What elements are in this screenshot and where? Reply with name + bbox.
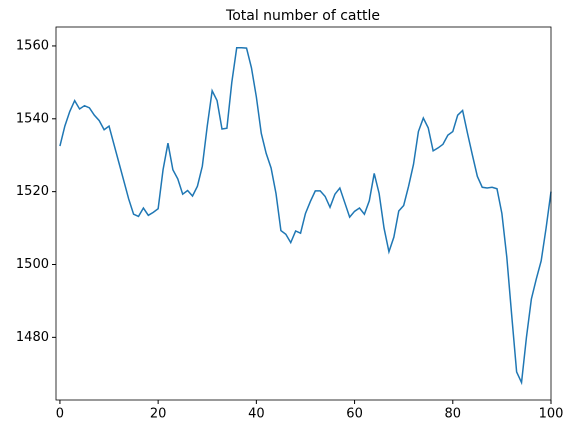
y-tick-label: 1560 (16, 38, 49, 53)
y-tick-label: 1520 (16, 184, 49, 199)
line-series (59, 47, 552, 386)
x-tick-label: 80 (445, 407, 462, 422)
y-tick-label: 1540 (16, 111, 49, 126)
x-tick-label: 20 (150, 407, 167, 422)
x-tick-label: 60 (346, 407, 363, 422)
x-tick-label: 100 (539, 407, 564, 422)
chart-title: Total number of cattle (225, 8, 380, 24)
y-tick-label: 1500 (16, 257, 49, 272)
x-tick-label: 40 (248, 407, 265, 422)
axes-frame (55, 26, 552, 401)
x-tick-label: 0 (56, 407, 64, 422)
y-tick-label: 1480 (16, 330, 49, 345)
